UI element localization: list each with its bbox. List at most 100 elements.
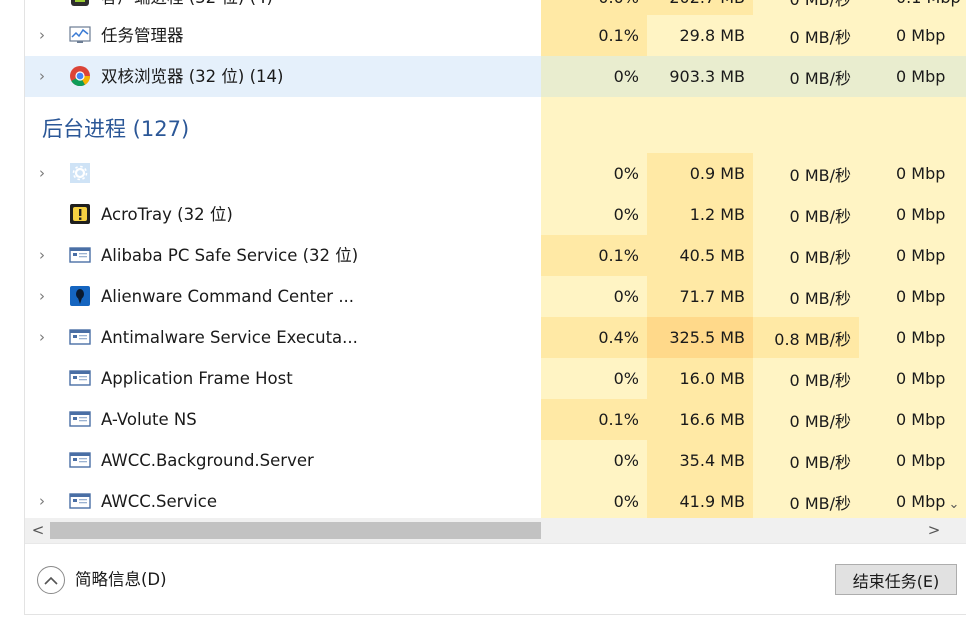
table-row[interactable]: A-Volute NS 0.1% 16.6 MB 0 MB/秒 0 Mbp: [25, 399, 966, 440]
network-cell: 0 Mbp: [859, 358, 966, 399]
expand-chevron-icon[interactable]: ›: [39, 67, 45, 85]
group-title-cell: 后台进程 (127): [25, 97, 541, 161]
task-manager-icon: [69, 24, 91, 46]
expand-chevron-icon[interactable]: ›: [39, 287, 45, 305]
network-cell: 0 Mbp: [859, 440, 966, 481]
memory-cell: 16.6 MB: [647, 399, 753, 440]
process-name-cell: AcroTray (32 位): [25, 194, 541, 235]
expand-chevron-icon[interactable]: ›: [39, 164, 45, 182]
disk-cell: 0 MB/秒: [753, 15, 859, 56]
expand-chevron-icon[interactable]: ›: [39, 26, 45, 44]
network-cell: 0 Mbp: [859, 153, 966, 194]
cpu-cell: 0.1%: [541, 235, 647, 276]
network-cell: 0 Mbp: [859, 235, 966, 276]
disk-cell: 0 MB/秒: [753, 399, 859, 440]
cpu-cell: 0.4%: [541, 317, 647, 358]
service-window-icon: [69, 326, 91, 348]
process-name-cell: A-Volute NS: [25, 399, 541, 440]
network-cell: 0 Mbp: [859, 481, 966, 518]
group-title: 后台进程 (127): [42, 117, 190, 141]
process-table: 客户端进程 (32 位) (4) 0.0% 202.7 MB 0 MB/秒 0.…: [25, 0, 966, 518]
process-name-cell: ›: [25, 153, 541, 194]
group-header-background: 后台进程 (127): [25, 97, 966, 161]
network-cell: 0 Mbp: [859, 399, 966, 440]
memory-cell: 71.7 MB: [647, 276, 753, 317]
scrollbar-thumb[interactable]: [50, 522, 541, 539]
app-icon: [69, 0, 91, 8]
table-row[interactable]: › Alienware Command Center ... 0% 71.7 M…: [25, 276, 966, 317]
table-row[interactable]: › AWCC.Service 0% 41.9 MB 0 MB/秒 0 Mbp: [25, 481, 966, 518]
memory-cell: 41.9 MB: [647, 481, 753, 518]
gear-icon: [69, 162, 91, 184]
cpu-cell: 0%: [541, 153, 647, 194]
cpu-cell: 0%: [541, 276, 647, 317]
process-name: AWCC.Service: [101, 492, 217, 511]
network-cell: [859, 97, 966, 161]
process-name-cell: › Alienware Command Center ...: [25, 276, 541, 317]
service-window-icon: [69, 490, 91, 512]
disk-cell: 0 MB/秒: [753, 0, 859, 18]
cpu-cell: 0.0%: [541, 0, 647, 18]
process-name: Alibaba PC Safe Service (32 位): [101, 246, 359, 265]
collapse-chevron-up-icon[interactable]: [37, 566, 65, 594]
cpu-cell: 0.1%: [541, 399, 647, 440]
service-window-icon: [69, 244, 91, 266]
process-name-cell: AWCC.Background.Server: [25, 440, 541, 481]
expand-chevron-icon[interactable]: ›: [39, 246, 45, 264]
table-row[interactable]: Application Frame Host 0% 16.0 MB 0 MB/秒…: [25, 358, 966, 399]
expand-chevron-icon[interactable]: ›: [39, 492, 45, 510]
memory-cell: 29.8 MB: [647, 15, 753, 56]
memory-cell: 35.4 MB: [647, 440, 753, 481]
horizontal-scrollbar[interactable]: < >: [25, 518, 966, 543]
cpu-cell: 0%: [541, 194, 647, 235]
task-manager-window: 客户端进程 (32 位) (4) 0.0% 202.7 MB 0 MB/秒 0.…: [24, 0, 966, 615]
process-name: 客户端进程 (32 位) (4): [101, 0, 273, 18]
acrotray-icon: [69, 203, 91, 225]
process-name: 双核浏览器 (32 位) (14): [101, 67, 284, 86]
expand-chevron-icon[interactable]: ›: [39, 328, 45, 346]
memory-cell: 903.3 MB: [647, 56, 753, 97]
network-cell: 0 Mbp: [859, 276, 966, 317]
table-row[interactable]: › 0% 0.9 MB 0 MB/秒 0 Mbp: [25, 153, 966, 194]
table-row-browser[interactable]: › 双核浏览器 (32 位) (14) 0% 903.3 MB 0 MB/秒 0…: [25, 56, 966, 97]
table-row[interactable]: AWCC.Background.Server 0% 35.4 MB 0 MB/秒…: [25, 440, 966, 481]
table-row[interactable]: AcroTray (32 位) 0% 1.2 MB 0 MB/秒 0 Mbp: [25, 194, 966, 235]
disk-cell: 0 MB/秒: [753, 481, 859, 518]
end-task-button[interactable]: 结束任务(E): [835, 564, 957, 595]
scroll-down-arrow-icon[interactable]: ⌄: [948, 497, 960, 512]
process-name: 任务管理器: [101, 26, 184, 45]
process-name-cell: › Alibaba PC Safe Service (32 位): [25, 235, 541, 276]
footer-bar: 简略信息(D) 结束任务(E): [25, 543, 966, 614]
memory-cell: [647, 97, 753, 161]
process-name: Alienware Command Center ...: [101, 287, 355, 306]
table-row-partial[interactable]: 客户端进程 (32 位) (4) 0.0% 202.7 MB 0 MB/秒 0.…: [25, 0, 966, 18]
memory-cell: 0.9 MB: [647, 153, 753, 194]
memory-cell: 40.5 MB: [647, 235, 753, 276]
cpu-cell: 0%: [541, 358, 647, 399]
cpu-cell: 0%: [541, 56, 647, 97]
table-row[interactable]: › Alibaba PC Safe Service (32 位) 0.1% 40…: [25, 235, 966, 276]
network-cell: 0 Mbp: [859, 194, 966, 235]
fewer-details-link[interactable]: 简略信息(D): [75, 570, 167, 589]
cpu-cell: 0%: [541, 481, 647, 518]
disk-cell: 0 MB/秒: [753, 153, 859, 194]
disk-cell: 0 MB/秒: [753, 276, 859, 317]
process-name-cell: Application Frame Host: [25, 358, 541, 399]
network-cell: 0 Mbp: [859, 15, 966, 56]
process-name: Antimalware Service Executa...: [101, 328, 358, 347]
process-name: Application Frame Host: [101, 369, 293, 388]
memory-cell: 16.0 MB: [647, 358, 753, 399]
alienware-icon: [69, 285, 91, 307]
cpu-cell: [541, 97, 647, 161]
disk-cell: 0 MB/秒: [753, 56, 859, 97]
process-name-cell: › Antimalware Service Executa...: [25, 317, 541, 358]
scroll-right-arrow-icon[interactable]: >: [927, 521, 941, 539]
scroll-left-arrow-icon[interactable]: <: [31, 521, 45, 539]
memory-cell: 325.5 MB: [647, 317, 753, 358]
network-cell: 0 Mbp: [859, 317, 966, 358]
table-row-task-manager[interactable]: › 任务管理器 0.1% 29.8 MB 0 MB/秒 0 Mbp: [25, 15, 966, 56]
process-name-cell: 客户端进程 (32 位) (4): [25, 0, 541, 18]
disk-cell: 0 MB/秒: [753, 358, 859, 399]
network-cell: 0.1 Mbp: [859, 0, 966, 18]
table-row[interactable]: › Antimalware Service Executa... 0.4% 32…: [25, 317, 966, 358]
